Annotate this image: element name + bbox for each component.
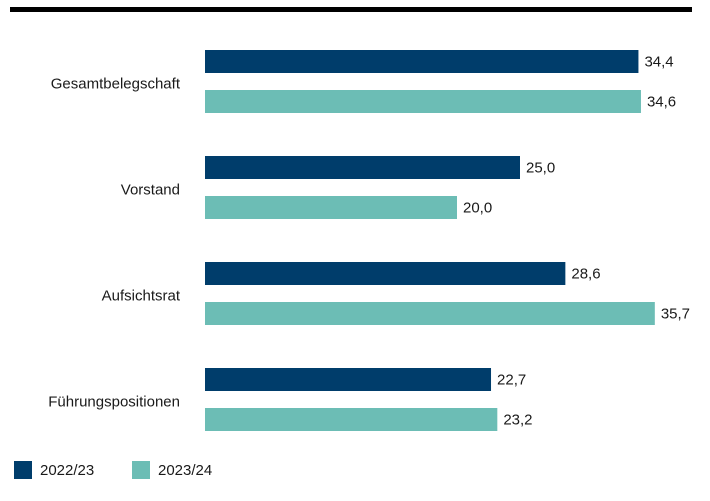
value-label: 34,4: [644, 53, 673, 70]
legend-swatch: [14, 461, 32, 479]
bar: [205, 90, 641, 113]
top-rule: [10, 7, 692, 12]
value-label: 25,0: [526, 159, 555, 176]
bar: [205, 368, 492, 391]
bar: [205, 408, 498, 431]
bar: [205, 156, 520, 179]
category-label: Vorstand: [121, 181, 180, 198]
value-label: 28,6: [571, 265, 600, 282]
value-label: 35,7: [661, 305, 690, 322]
category-label: Aufsichtsrat: [102, 287, 181, 304]
value-label: 22,7: [497, 371, 526, 388]
bar: [205, 196, 457, 219]
legend-label: 2023/24: [158, 462, 212, 479]
legend-label: 2022/23: [40, 462, 94, 479]
category-label: Gesamtbelegschaft: [51, 75, 181, 92]
legend-swatch: [132, 461, 150, 479]
bar: [205, 50, 639, 73]
category-label: Führungspositionen: [48, 393, 180, 410]
value-label: 34,6: [647, 93, 676, 110]
value-label: 23,2: [503, 411, 532, 428]
bar: [205, 302, 655, 325]
value-label: 20,0: [463, 199, 492, 216]
bar: [205, 262, 566, 285]
